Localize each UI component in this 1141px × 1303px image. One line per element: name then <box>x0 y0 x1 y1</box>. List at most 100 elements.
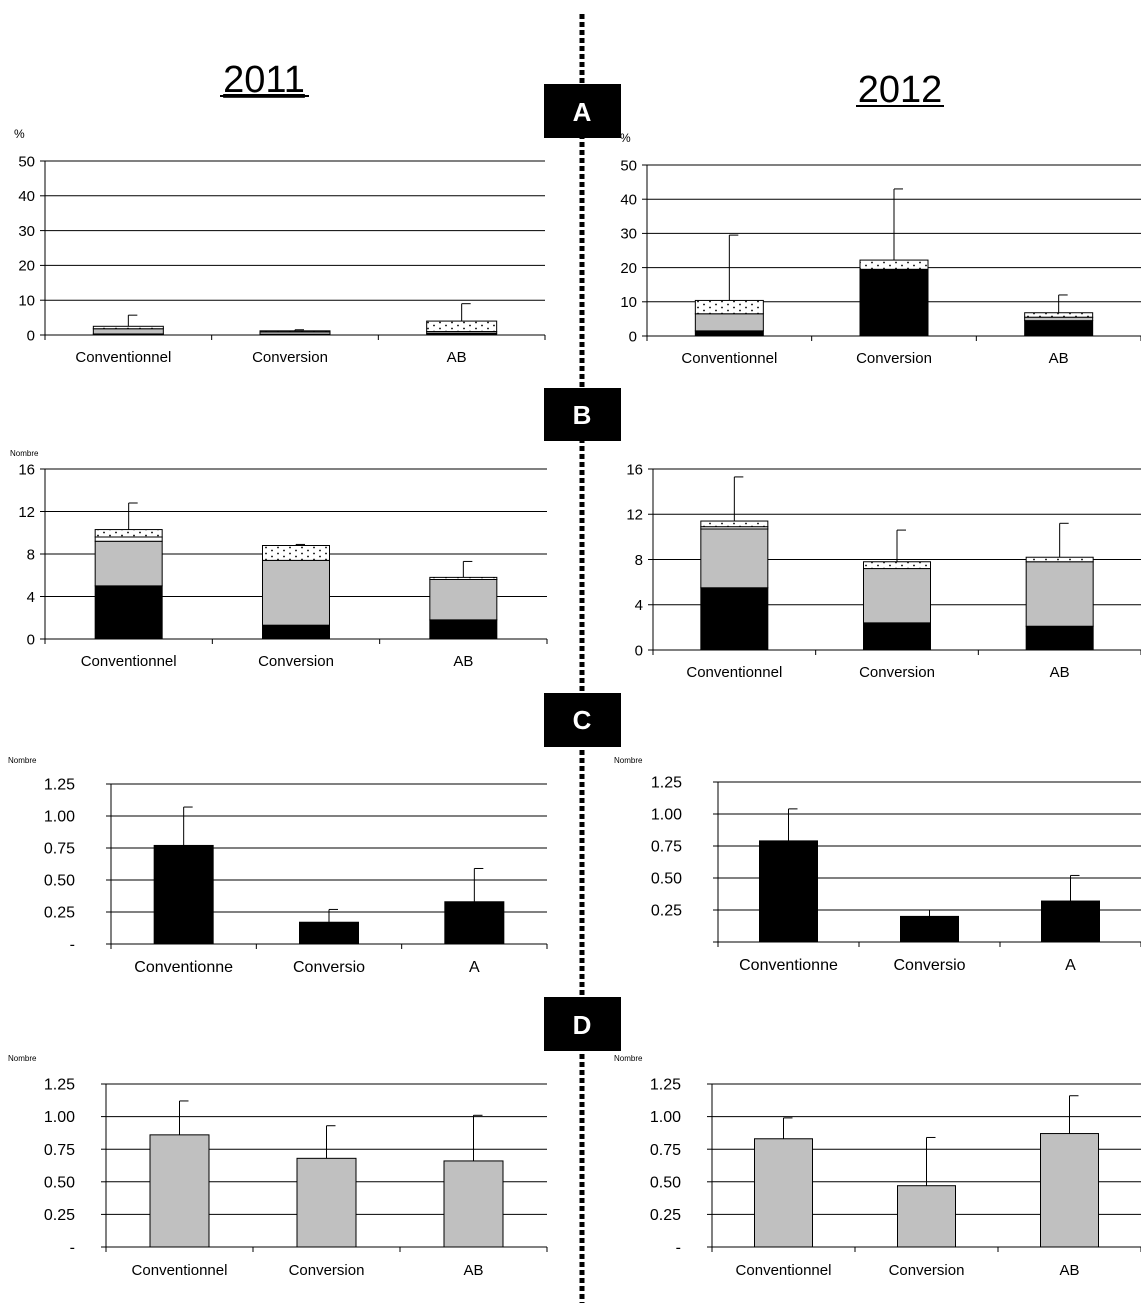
bar <box>1041 900 1100 943</box>
y-tick-label: 0.50 <box>44 1174 75 1191</box>
x-category-label: Conversion <box>258 653 334 670</box>
chart-B-2011: 0 4 8 12 16 Nombre Conventionnel Conversion AB <box>10 449 548 670</box>
bar <box>759 840 818 943</box>
x-category-label: Conversion <box>252 349 328 366</box>
y-tick-label: 16 <box>18 461 35 478</box>
y-tick-label: 1.25 <box>650 1077 681 1094</box>
y-tick-label: 0.75 <box>44 841 75 858</box>
y-tick-label: 30 <box>620 226 637 243</box>
bar-segment-dotted <box>700 520 769 528</box>
bar-segment-gray <box>694 313 764 332</box>
bar-segment-gray <box>262 559 330 626</box>
y-tick-label: 16 <box>626 461 643 478</box>
bar <box>443 1160 504 1248</box>
section-label-A-text: A <box>573 97 592 127</box>
x-category-label: Conventionnel <box>681 350 777 367</box>
y-axis-label: Nombre <box>8 1054 37 1063</box>
chart-D-2012: - 0.25 0.50 0.75 1.00 1.25 Nombre Conventionnel… <box>614 1054 1141 1279</box>
bar-segment-black <box>863 622 931 651</box>
bar-segment-gray <box>1025 561 1094 627</box>
bar-segment-dotted <box>1025 556 1094 563</box>
chart-A-2011: 0 10 20 30 40 50% Conventionnel Conversion AB <box>14 127 546 366</box>
x-category-label: Conventionnel <box>686 664 782 681</box>
x-category-label: A <box>1065 957 1076 974</box>
bar <box>299 921 359 945</box>
section-label-A: A <box>544 84 621 138</box>
y-tick-label: 30 <box>18 223 35 240</box>
bar <box>900 915 959 943</box>
y-tick-label: 4 <box>635 597 643 614</box>
y-tick-label: 0 <box>27 631 35 648</box>
bar-segment-dotted <box>426 320 498 333</box>
bar <box>149 1134 210 1248</box>
y-axis-label: % <box>620 131 631 145</box>
y-tick-label: 0.25 <box>44 1207 75 1224</box>
y-tick-label: 40 <box>620 191 637 208</box>
x-category-label: AB <box>463 1262 483 1279</box>
bar-segment-dotted <box>429 576 498 580</box>
bar-segment-black <box>262 624 330 640</box>
bar-segment-black <box>700 587 769 651</box>
bar-segment-black <box>94 585 163 640</box>
y-tick-label: 0 <box>629 328 637 345</box>
bar-segment-black <box>1024 320 1094 337</box>
y-axis-label: Nombre <box>614 756 643 765</box>
y-tick-label: 0.50 <box>651 871 682 888</box>
y-tick-label: 12 <box>18 504 35 521</box>
bar <box>1040 1133 1099 1248</box>
bar <box>754 1138 813 1248</box>
y-tick-label: - <box>70 937 75 954</box>
bar <box>897 1185 956 1248</box>
y-tick-label: - <box>676 1240 681 1257</box>
chart-B-2012: 0 4 8 12 16 Conventionnel Conversion AB <box>626 461 1141 681</box>
bar-segment-gray <box>1024 316 1094 322</box>
y-tick-label: 10 <box>620 294 637 311</box>
y-tick-label: 12 <box>626 507 643 524</box>
y-tick-label: 0.75 <box>651 839 682 856</box>
y-tick-label: 1.00 <box>651 807 682 824</box>
bar-segment-gray <box>429 579 498 621</box>
bar-segment-dotted <box>1024 312 1094 318</box>
bar-segment-gray <box>94 540 163 587</box>
section-label-D-text: D <box>573 1010 592 1040</box>
y-tick-label: 0.25 <box>44 905 75 922</box>
x-category-label: Conversio <box>293 959 365 976</box>
bar-segment-dotted <box>694 299 764 315</box>
y-tick-label: 0.25 <box>651 903 682 920</box>
y-tick-label: 20 <box>18 258 35 275</box>
year-title-2011: 2011 <box>223 59 305 101</box>
bar-segment-black <box>429 619 498 640</box>
bar-segment-gray <box>700 528 769 589</box>
year-title-2012: 2012 <box>858 69 943 111</box>
bar-segment-black <box>859 268 929 337</box>
y-tick-label: 1.25 <box>651 775 682 792</box>
bar-segment-dotted <box>259 330 331 333</box>
y-tick-label: 8 <box>27 546 35 563</box>
y-tick-label: 50 <box>620 157 637 174</box>
section-label-B: B <box>544 388 621 441</box>
chart-C-2012: 0.25 0.50 0.75 1.00 1.25 Nombre Conventionne Co… <box>614 756 1141 974</box>
x-category-label: Conversion <box>859 664 935 681</box>
bar-segment-dotted <box>262 545 330 561</box>
y-tick-label: 4 <box>27 589 35 606</box>
section-label-B-text: B <box>573 400 592 430</box>
x-category-label: AB <box>1049 350 1069 367</box>
y-tick-label: 1.00 <box>44 1109 75 1126</box>
x-category-label: Conventionne <box>739 957 838 974</box>
x-category-label: Conventionnel <box>132 1262 228 1279</box>
x-category-label: AB <box>1050 664 1070 681</box>
bar-segment-dotted <box>94 529 163 538</box>
x-category-label: Conversion <box>856 350 932 367</box>
bar <box>153 844 214 945</box>
y-tick-label: 1.25 <box>44 777 75 794</box>
y-tick-label: 20 <box>620 260 637 277</box>
y-tick-label: 10 <box>18 292 35 309</box>
y-tick-label: 1.25 <box>44 1077 75 1094</box>
chart-C-2011: - 0.25 0.50 0.75 1.00 1.25 Nombre Conventionne C… <box>8 756 548 976</box>
bar-segment-white <box>94 536 163 542</box>
y-tick-label: 0 <box>27 327 35 344</box>
bar-segment-dotted <box>863 561 931 570</box>
y-tick-label: 0.75 <box>44 1142 75 1159</box>
y-tick-label: 0.50 <box>44 873 75 890</box>
